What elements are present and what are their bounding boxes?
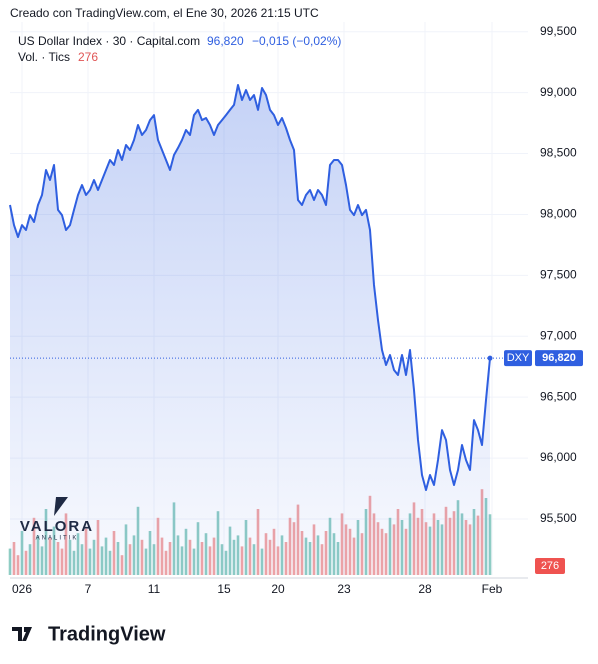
watermark-icon [54, 497, 68, 516]
x-tick-label: 026 [12, 582, 32, 596]
x-tick-label: 11 [148, 582, 161, 596]
x-tick-label: 7 [85, 582, 92, 596]
x-tick-label: 20 [271, 582, 285, 596]
change: −0,015 (−0,02%) [252, 34, 341, 48]
chart-title: US Dollar Index · 30 · Capital.com [18, 34, 200, 48]
y-tick-label: 96,500 [540, 389, 577, 403]
y-tick-label: 95,500 [540, 511, 577, 525]
caption: Creado con TradingView.com, el Ene 30, 2… [10, 6, 319, 20]
area [10, 85, 490, 575]
y-tick-label: 97,500 [540, 268, 577, 282]
x-tick-label: 23 [337, 582, 351, 596]
watermark: VALORA ANALITIK [20, 497, 94, 542]
y-tick-label: 97,000 [540, 328, 577, 342]
x-tick-label: 15 [217, 582, 231, 596]
x-tick-label: 28 [418, 582, 432, 596]
volume-tag-text: 276 [541, 560, 559, 572]
y-tick-label: 98,500 [540, 146, 577, 160]
price-tag-text: 96,820 [542, 352, 576, 364]
brand-logo [12, 627, 32, 641]
y-tick-label: 98,000 [540, 207, 577, 221]
y-tick-label: 99,500 [540, 24, 577, 38]
price-tag [535, 350, 583, 367]
volume-tag [535, 558, 565, 574]
volume-title: Vol. · Tics [18, 50, 70, 64]
y-tick-label: 96,000 [540, 450, 577, 464]
symbol-tag-text: DXY [507, 352, 530, 364]
y-tick-label: 99,000 [540, 85, 577, 99]
plot: 95,500 96,000 96,500 97,000 97,500 98,000 98,5… [8, 22, 583, 596]
price-line [9, 84, 491, 491]
watermark-sub: ANALITIK [36, 536, 79, 542]
x-tick-label: Feb [482, 582, 503, 596]
symbol-tag [504, 350, 532, 367]
last-price: 96,820 [207, 34, 244, 48]
brand-name: TradingView [48, 623, 166, 645]
watermark-text: VALORA [20, 518, 94, 535]
volume-last: 276 [78, 50, 98, 64]
brand: TradingView [12, 623, 166, 645]
